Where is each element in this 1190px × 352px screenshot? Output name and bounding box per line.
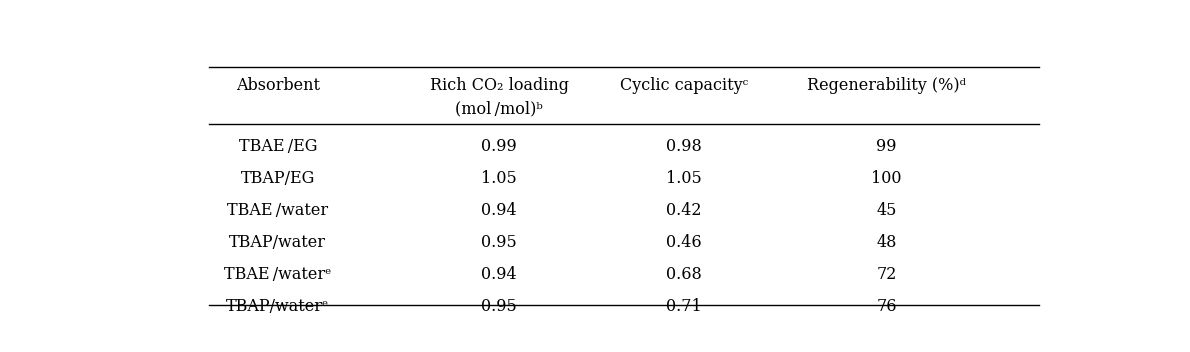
- Text: TBAE /water: TBAE /water: [227, 202, 328, 219]
- Text: 0.46: 0.46: [666, 234, 701, 251]
- Text: TBAE /EG: TBAE /EG: [239, 138, 317, 155]
- Text: 0.99: 0.99: [481, 138, 518, 155]
- Text: Cyclic capacityᶜ: Cyclic capacityᶜ: [620, 77, 747, 94]
- Text: (mol /mol)ᵇ: (mol /mol)ᵇ: [456, 100, 543, 117]
- Text: Rich CO₂ loading: Rich CO₂ loading: [430, 77, 569, 94]
- Text: 0.68: 0.68: [665, 266, 702, 283]
- Text: Regenerability (%)ᵈ: Regenerability (%)ᵈ: [807, 77, 966, 94]
- Text: 0.95: 0.95: [481, 298, 518, 315]
- Text: TBAP/waterᵉ: TBAP/waterᵉ: [226, 298, 330, 315]
- Text: 48: 48: [876, 234, 897, 251]
- Text: 0.94: 0.94: [482, 266, 516, 283]
- Text: 0.71: 0.71: [665, 298, 702, 315]
- Text: 1.05: 1.05: [481, 170, 518, 187]
- Text: 1.05: 1.05: [665, 170, 702, 187]
- Text: 45: 45: [876, 202, 897, 219]
- Text: 0.95: 0.95: [481, 234, 518, 251]
- Text: TBAE /waterᵉ: TBAE /waterᵉ: [224, 266, 332, 283]
- Text: Absorbent: Absorbent: [236, 77, 320, 94]
- Text: TBAP/EG: TBAP/EG: [240, 170, 315, 187]
- Text: 0.94: 0.94: [482, 202, 516, 219]
- Text: 72: 72: [876, 266, 897, 283]
- Text: TBAP/water: TBAP/water: [230, 234, 326, 251]
- Text: 0.98: 0.98: [665, 138, 702, 155]
- Text: 0.42: 0.42: [666, 202, 701, 219]
- Text: 100: 100: [871, 170, 902, 187]
- Text: 99: 99: [876, 138, 897, 155]
- Text: 76: 76: [876, 298, 897, 315]
